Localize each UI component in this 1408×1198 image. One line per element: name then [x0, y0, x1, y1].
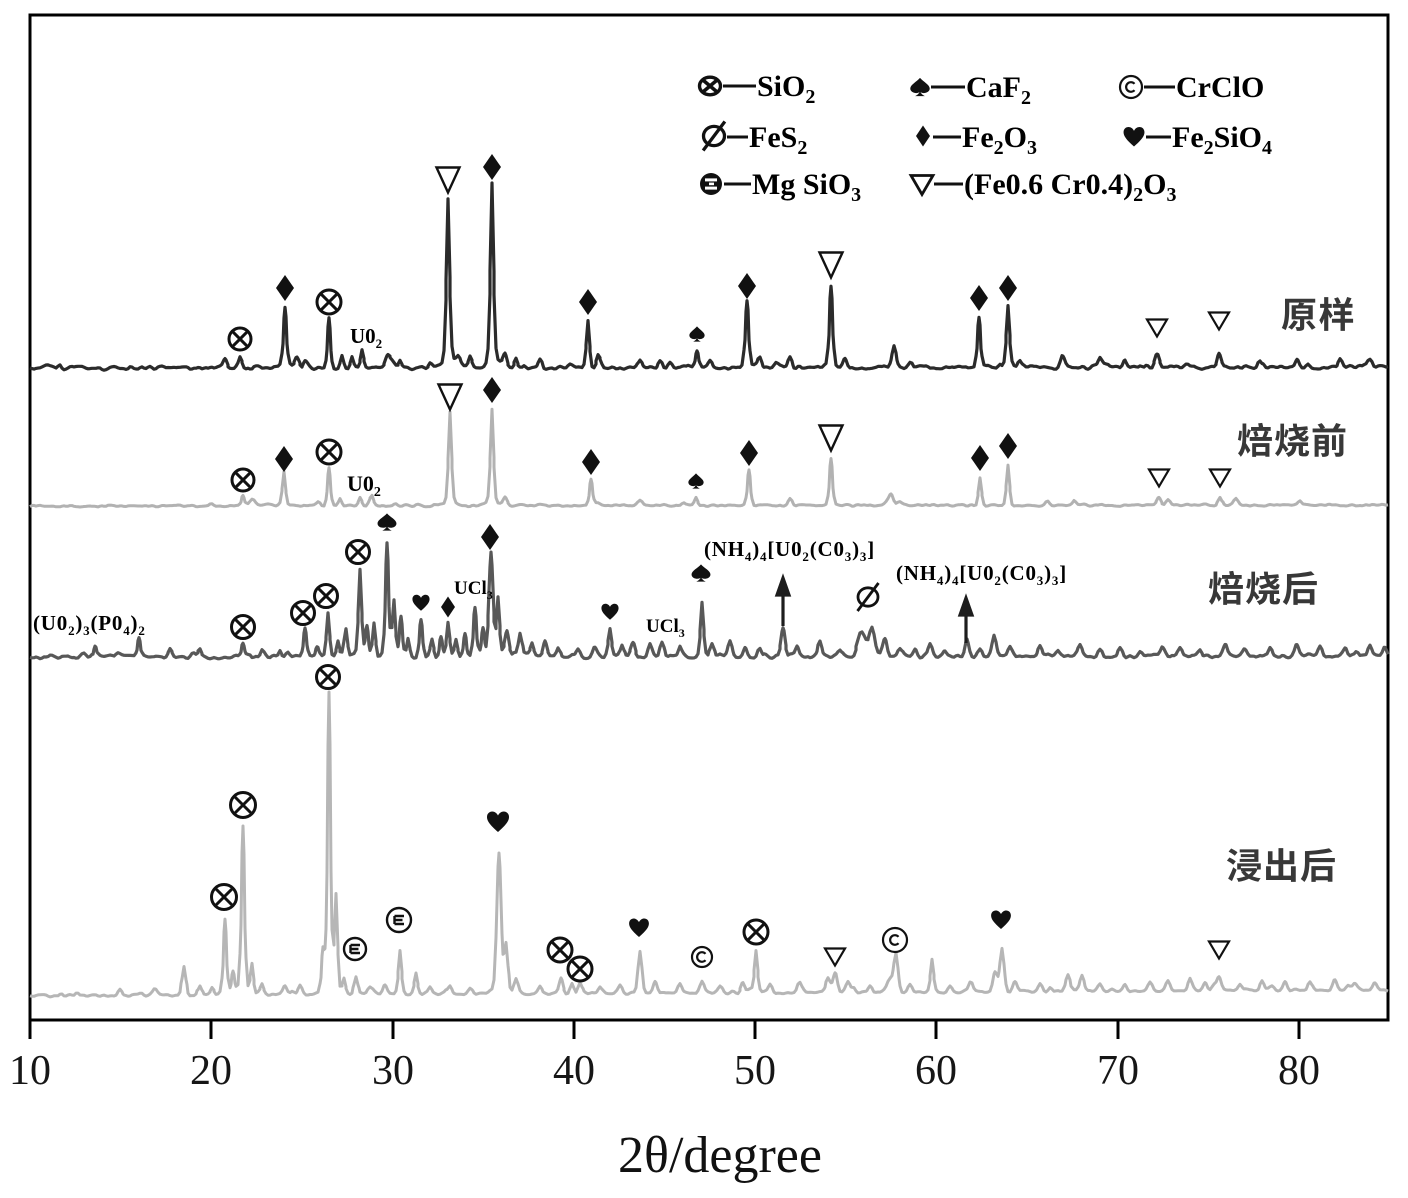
svg-text:30: 30: [372, 1048, 414, 1094]
svg-text:UCl3: UCl3: [646, 616, 685, 640]
svg-text:20: 20: [190, 1048, 232, 1094]
svg-text:U02: U02: [347, 471, 381, 500]
svg-text:10: 10: [9, 1048, 51, 1094]
svg-text:SiO2: SiO2: [757, 70, 815, 108]
svg-text:CaF2: CaF2: [966, 71, 1031, 109]
svg-text:(U02)3(P04)2: (U02)3(P04)2: [33, 611, 146, 638]
svg-text:2θ/degree: 2θ/degree: [618, 1127, 822, 1184]
svg-text:(NH4)4[U02(C03)3]: (NH4)4[U02(C03)3]: [704, 537, 875, 564]
svg-text:U02: U02: [350, 324, 382, 351]
svg-text:Fe2O3: Fe2O3: [962, 121, 1037, 159]
svg-text:CrClO: CrClO: [1176, 71, 1264, 104]
svg-text:70: 70: [1097, 1048, 1139, 1094]
svg-text:60: 60: [915, 1048, 957, 1094]
svg-text:FeS2: FeS2: [749, 121, 807, 159]
svg-text:Mg SiO3: Mg SiO3: [752, 168, 861, 206]
svg-text:50: 50: [734, 1048, 776, 1094]
svg-text:Fe2SiO4: Fe2SiO4: [1172, 121, 1272, 159]
svg-text:80: 80: [1278, 1048, 1320, 1094]
svg-text:(NH4)4[U02(C03)3]: (NH4)4[U02(C03)3]: [896, 561, 1067, 588]
svg-text:40: 40: [553, 1048, 595, 1094]
svg-text:UCl3: UCl3: [454, 578, 493, 602]
svg-text:(Fe0.6 Cr0.4)2O3: (Fe0.6 Cr0.4)2O3: [964, 168, 1176, 206]
